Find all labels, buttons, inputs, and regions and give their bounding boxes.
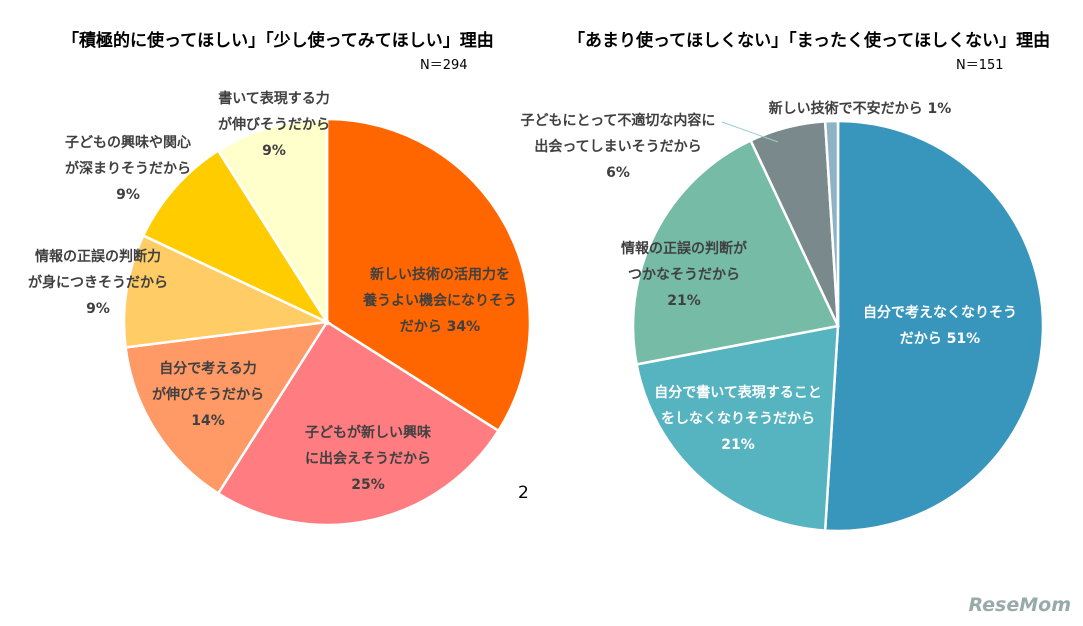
slice-label-line: 9% xyxy=(86,301,110,317)
pie-slice xyxy=(823,119,840,327)
slice-label-line: 出会ってしまいそうだから xyxy=(534,139,702,155)
pie-slice xyxy=(631,138,840,366)
slice-label-line: つかなそうだから xyxy=(628,267,740,283)
slice-label-line: が身につきそうだから xyxy=(28,275,168,291)
slice-label-line: 自分で考えなくなりそう xyxy=(863,305,1017,321)
slice-label-line: だから 51% xyxy=(899,331,981,347)
slice-label: 自分で考えなくなりそう だから 51% xyxy=(863,300,1017,352)
pie-slice xyxy=(141,148,331,325)
n-label-left: N＝294 xyxy=(420,58,468,73)
slice-label-line: をしなくなりそうだから xyxy=(661,411,815,427)
pie-slice xyxy=(216,320,501,527)
slice-label: 自分で考える力 が伸びそうだから 14% xyxy=(152,356,264,434)
slice-label-line: 子どもの興味や関心 xyxy=(65,135,191,151)
slice-label: 新しい技術で不安だから 1% xyxy=(769,96,952,122)
slice-label-line: が深まりそうだから xyxy=(65,161,191,177)
slice-label: 書いて表現する力 が伸びそうだから 9% xyxy=(218,86,330,164)
slice-label: 子どもが新しい興味 に出会えそうだから 25% xyxy=(305,420,431,498)
pie-slice xyxy=(216,117,329,327)
n-label-right: N＝151 xyxy=(956,58,1004,73)
slice-label-line: 自分で考える力 xyxy=(159,361,257,377)
slice-label-line: 書いて表現する力 xyxy=(218,91,330,107)
slice-label-line: 子どもにとって不適切な内容に xyxy=(520,113,716,129)
slice-label-line: 自分で書いて表現すること xyxy=(654,385,822,401)
page-number: 2 xyxy=(518,483,529,503)
pie-slice xyxy=(122,233,332,349)
slice-label-line: 21% xyxy=(721,437,755,453)
slice-label-line: 養うよい機会になりそう xyxy=(363,293,517,309)
pie-slice xyxy=(635,324,840,532)
pie-slice xyxy=(823,119,1045,533)
slice-label-line: に出会えそうだから xyxy=(305,451,431,467)
slice-label-line: 新しい技術の活用力を xyxy=(370,267,510,283)
chart-title-right: 「あまり使ってほしくない」「まったく使ってほしくない」理由 xyxy=(568,31,1051,51)
logo: ReseMom xyxy=(968,594,1071,616)
slice-label-line: 情報の正誤の判断力 xyxy=(35,249,161,265)
slice-label-line: 9% xyxy=(262,143,286,159)
slice-label-line: 9% xyxy=(116,187,140,203)
slice-label: 情報の正誤の判断力 が身につきそうだから 9% xyxy=(28,244,168,322)
slice-label: 子どもにとって不適切な内容に 出会ってしまいそうだから 6% xyxy=(521,108,716,186)
chart-title-left: 「積極的に使ってほしい」「少し使ってみてほしい」理由 xyxy=(62,31,494,51)
slice-label: 情報の正誤の判断が つかなそうだから 21% xyxy=(621,236,747,314)
slice-label-line: 25% xyxy=(351,477,385,493)
slice-label-line: 21% xyxy=(667,293,701,309)
leader-line xyxy=(721,121,779,143)
slice-label-line: が伸びそうだから xyxy=(152,387,264,403)
slice-label: 新しい技術の活用力を 養うよい機会になりそう だから 34% xyxy=(363,262,517,340)
slice-label-line: 子どもが新しい興味 xyxy=(305,425,431,441)
pie-slice xyxy=(124,320,330,496)
slice-label: 子どもの興味や関心 が深まりそうだから 9% xyxy=(65,130,191,208)
slice-label: 自分で書いて表現すること をしなくなりそうだから 21% xyxy=(654,380,822,458)
slice-label-line: が伸びそうだから xyxy=(218,117,330,133)
slice-label-line: だから 34% xyxy=(399,319,481,335)
slice-label-line: 6% xyxy=(606,165,630,181)
slice-label-line: 情報の正誤の判断が xyxy=(621,241,747,257)
slice-label-line: 14% xyxy=(191,413,225,429)
slice-label-line: 新しい技術で不安だから 1% xyxy=(768,101,952,117)
